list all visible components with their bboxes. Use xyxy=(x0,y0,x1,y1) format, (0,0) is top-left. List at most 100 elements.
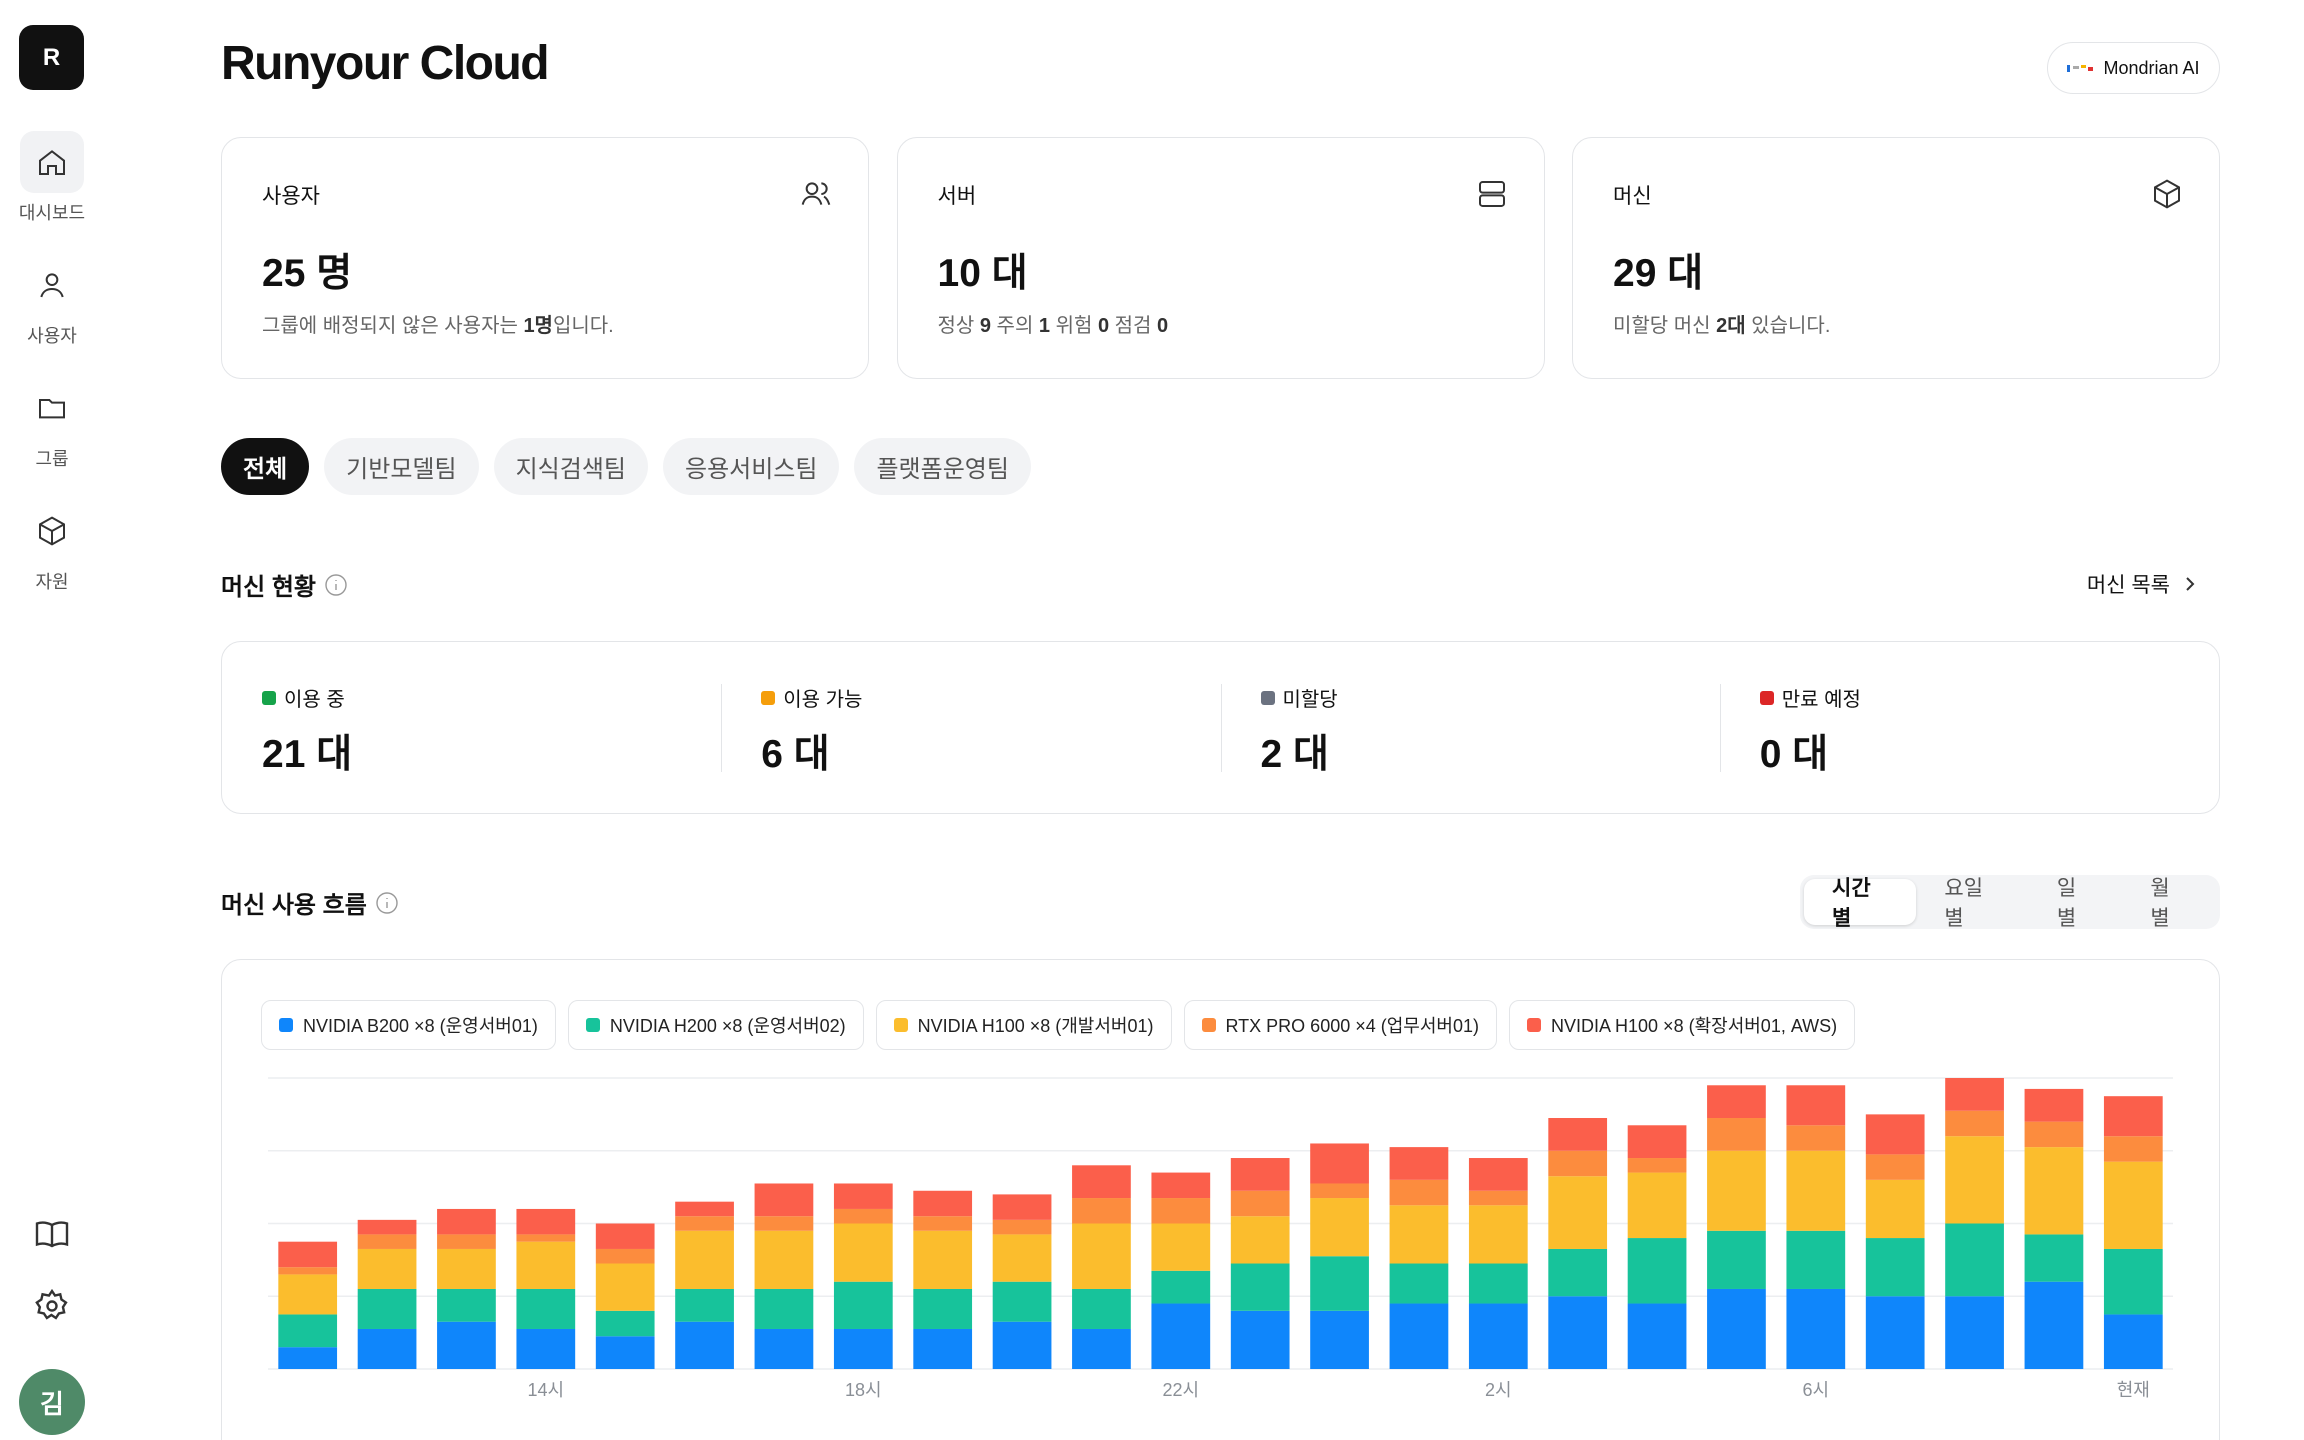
bar-segment xyxy=(675,1321,734,1369)
legend-swatch xyxy=(1201,1018,1216,1032)
legend-item[interactable]: NVIDIA B200 ×8 (운영서버01) xyxy=(261,1000,556,1050)
nav-label: 대시보드 xyxy=(18,203,86,223)
team-tab[interactable]: 플랫폼운영팀 xyxy=(854,438,1031,495)
info-icon[interactable] xyxy=(375,891,399,915)
card-note: 미할당 머신 2대 있습니다. xyxy=(1613,309,1830,338)
bar-segment xyxy=(1230,1158,1290,1191)
bar-segment xyxy=(1151,1172,1211,1199)
chevron xyxy=(2186,577,2195,591)
bar-segment xyxy=(1151,1303,1211,1369)
bar-segment xyxy=(1548,1118,1608,1151)
legend-item[interactable]: NVIDIA H100 ×8 (개발서버01) xyxy=(875,1000,1172,1050)
legend-label: NVIDIA H100 ×8 (개발서버01) xyxy=(917,1016,1154,1036)
legend-item[interactable]: RTX PRO 6000 ×4 (업무서버01) xyxy=(1183,1000,1497,1050)
bar-segment xyxy=(1310,1183,1369,1199)
status-swatch xyxy=(1260,690,1275,705)
status-label: 미할당 xyxy=(1282,689,1338,711)
team-tab[interactable]: 기반모델팀 xyxy=(324,438,479,495)
bar-segment xyxy=(437,1234,496,1249)
bar-segment xyxy=(913,1190,973,1217)
bar-segment xyxy=(1230,1216,1290,1264)
legend-item[interactable]: NVIDIA H100 ×8 (확장서버01, AWS) xyxy=(1509,1000,1856,1050)
card-icon-box xyxy=(800,178,832,215)
bar-segment xyxy=(1548,1176,1608,1249)
bar-segment xyxy=(1786,1125,1846,1151)
status-item: 이용 가능 6 대 xyxy=(721,642,1220,813)
bar-segment xyxy=(992,1234,1052,1282)
nav-item[interactable]: 사용자 xyxy=(0,254,104,348)
bar-segment xyxy=(992,1219,1052,1235)
bar-segment xyxy=(1707,1288,1766,1369)
note-part: 위험 xyxy=(1050,315,1098,337)
note-part: 미할당 머신 xyxy=(1613,315,1717,337)
bar-segment xyxy=(1230,1263,1290,1311)
period-toggle: 시간별 요일별 일별 월별 xyxy=(1800,875,2220,930)
bar-segment xyxy=(1945,1296,2004,1369)
card-icon xyxy=(801,182,831,205)
bar-segment xyxy=(1389,1205,1449,1264)
bar-segment xyxy=(1230,1310,1290,1369)
team-tab[interactable]: 전체 xyxy=(221,438,310,495)
bar-segment xyxy=(1865,1114,1925,1155)
nav-item[interactable]: 자원 xyxy=(0,500,104,594)
note-part: 9 xyxy=(979,315,991,337)
bar-segment xyxy=(278,1267,338,1275)
bar-segment xyxy=(1072,1165,1131,1199)
x-tick-label: 14시 xyxy=(528,1380,565,1400)
bar-segment xyxy=(754,1288,814,1329)
bar-segment xyxy=(2024,1088,2084,1122)
card-label: 사용자 xyxy=(262,185,320,208)
section-title: 머신 사용 흐름 xyxy=(221,892,367,919)
team-tab[interactable]: 지식검색팀 xyxy=(493,438,648,495)
nav-item[interactable]: 대시보드 xyxy=(0,131,104,225)
bar-segment xyxy=(1230,1190,1290,1217)
bar-segment xyxy=(913,1230,973,1289)
bar-segment xyxy=(913,1328,973,1369)
bar-segment xyxy=(278,1314,338,1348)
logo[interactable]: R xyxy=(19,25,84,90)
summary-card: 머신 29 대 미할당 머신 2대 있습니다. xyxy=(1572,137,2220,379)
bar-segment xyxy=(1468,1205,1528,1264)
card-icon-box xyxy=(2151,178,2183,215)
status-card: 이용 중 21 대 이용 가능 6 대 미할당 2 대 만료 예정 0 대 xyxy=(221,641,2220,814)
bar-segment xyxy=(992,1321,1052,1369)
bar-segment xyxy=(357,1288,417,1329)
bar-segment xyxy=(1945,1078,2004,1111)
period-option[interactable]: 요일별 xyxy=(1944,877,1984,930)
note-part: 주의 xyxy=(990,315,1039,337)
team-tab[interactable]: 응용서비스팀 xyxy=(662,438,840,495)
machine-list-link[interactable]: 머신 목록 xyxy=(2087,569,2196,599)
bar-segment xyxy=(754,1183,814,1217)
bar-segment xyxy=(516,1328,576,1369)
period-option[interactable]: 시간별 xyxy=(1804,877,1917,930)
org-button[interactable]: Mondrian AI xyxy=(2047,42,2220,94)
avatar[interactable]: 김 xyxy=(19,1369,85,1435)
bar-segment xyxy=(675,1230,734,1289)
legend-swatch xyxy=(893,1018,908,1032)
bar-segment xyxy=(1468,1263,1528,1304)
info-icon[interactable] xyxy=(324,573,348,597)
nav-item[interactable]: 그룹 xyxy=(0,377,104,471)
status-value: 0 대 xyxy=(1759,733,1829,776)
status-label-row: 만료 예정 xyxy=(1759,683,1861,712)
bar-segment xyxy=(1865,1154,1925,1180)
bar-segment xyxy=(437,1248,496,1289)
bar-segment xyxy=(2024,1234,2084,1282)
nav-icon xyxy=(40,273,64,298)
docs-icon[interactable] xyxy=(34,1216,70,1252)
bar-segment xyxy=(1310,1310,1369,1369)
legend-swatch xyxy=(1527,1018,1541,1032)
period-option[interactable]: 일별 xyxy=(2056,877,2077,930)
note-part: 1 xyxy=(1038,315,1051,337)
period-option[interactable]: 월별 xyxy=(2150,877,2170,930)
bar-segment xyxy=(1786,1288,1846,1369)
bar-segment xyxy=(2103,1136,2163,1162)
settings-icon[interactable] xyxy=(34,1288,70,1324)
bar-segment xyxy=(1865,1238,1925,1297)
bar-segment xyxy=(1310,1143,1369,1184)
legend-item[interactable]: NVIDIA H200 ×8 (운영서버02) xyxy=(567,1000,864,1050)
chart-card xyxy=(221,959,2220,1440)
bar-segment xyxy=(1945,1110,2004,1137)
